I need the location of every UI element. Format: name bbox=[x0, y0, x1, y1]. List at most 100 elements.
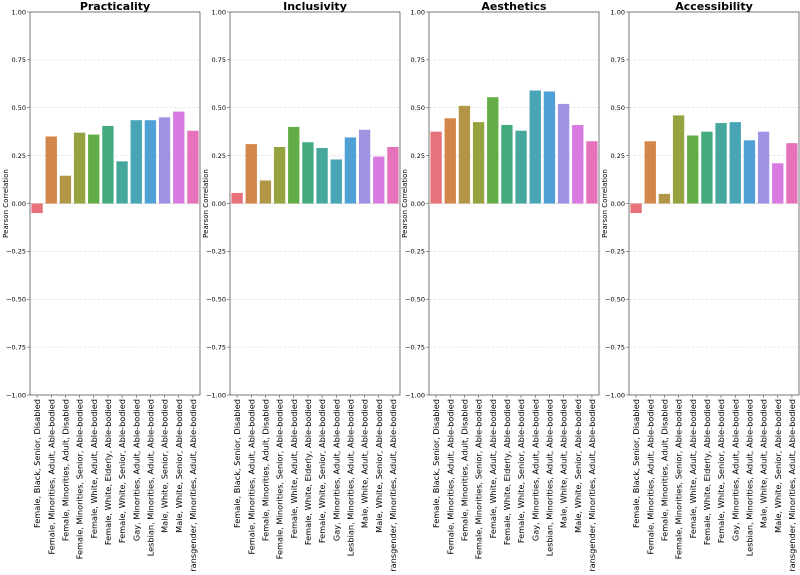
inclusivity-xtick-label: Female, Minorities, Adult, Disabled bbox=[260, 399, 270, 541]
aesthetics-xtick-label: Male, White, Adult, Able-bodied bbox=[559, 399, 569, 528]
practicality-bar-2 bbox=[45, 136, 57, 204]
accessibility-xtick-label: Female, Minorities, Adult, Able-bodied bbox=[645, 399, 655, 555]
accessibility-bar-9 bbox=[743, 140, 756, 204]
inclusivity-bar-4 bbox=[273, 147, 286, 204]
inclusivity-ytick-label: 0.00 bbox=[212, 200, 226, 208]
practicality-xtick-label: Female, Black, Senior, Disabled bbox=[32, 399, 42, 528]
aesthetics-ylabel: Pearson Correlation bbox=[401, 169, 409, 238]
aesthetics-xtick-label: Female, Minorities, Adult, Disabled bbox=[459, 399, 469, 541]
aesthetics-ytick-label: −0.75 bbox=[405, 343, 425, 351]
inclusivity-bar-5 bbox=[288, 126, 300, 204]
practicality-xtick-label: Female, White, Adult, Able-bodied bbox=[89, 399, 99, 538]
inclusivity-xtick-label: Male, White, Adult, Able-bodied bbox=[360, 399, 370, 528]
inclusivity-ytick-label: 1.00 bbox=[212, 8, 226, 16]
inclusivity-bar-2 bbox=[245, 144, 257, 204]
practicality-xtick-label: Lesbian, Minorities, Adult, Able-bodied bbox=[145, 399, 155, 556]
practicality-xtick-label: Female, White, Senior, Able-bodied bbox=[117, 399, 127, 543]
aesthetics-xtick-label: Female, White, Elderly, Able-bodied bbox=[502, 399, 512, 545]
inclusivity-bar-11 bbox=[373, 156, 385, 204]
accessibility-ytick-label: 0.25 bbox=[611, 152, 625, 160]
aesthetics-bar-11 bbox=[572, 124, 584, 204]
accessibility-bar-6 bbox=[701, 131, 713, 204]
accessibility-ytick-label: 0.50 bbox=[611, 104, 625, 112]
practicality-xtick-label: Transgender, Minorities, Adult, Able-bod… bbox=[188, 399, 198, 571]
aesthetics-xtick-label: Female, White, Senior, Able-bodied bbox=[516, 399, 526, 543]
practicality-bar-6 bbox=[102, 125, 114, 204]
aesthetics-ytick-label: 0.00 bbox=[411, 200, 425, 208]
inclusivity-ytick-label: −1.00 bbox=[206, 391, 226, 399]
accessibility-ytick-label: 0.00 bbox=[611, 200, 625, 208]
accessibility-axes-frame bbox=[628, 11, 800, 396]
accessibility-bar-12 bbox=[786, 143, 798, 204]
aesthetics-bar-1 bbox=[430, 131, 442, 204]
practicality-ytick-label: −0.75 bbox=[6, 343, 26, 351]
inclusivity-xtick-label: Female, Black, Senior, Disabled bbox=[232, 399, 242, 528]
inclusivity-xtick-label: Female, White, Senior, Able-bodied bbox=[317, 399, 327, 543]
accessibility-ytick-label: −0.50 bbox=[605, 296, 625, 304]
aesthetics-bar-8 bbox=[529, 90, 541, 204]
inclusivity-ylabel: Pearson Correlation bbox=[202, 169, 210, 238]
inclusivity-ytick-label: 0.75 bbox=[212, 56, 226, 64]
inclusivity-xtick-label: Lesbian, Minorities, Adult, Able-bodied bbox=[345, 399, 355, 556]
aesthetics-bar-7 bbox=[515, 130, 527, 204]
inclusivity-ytick-label: 0.50 bbox=[212, 104, 226, 112]
inclusivity-bar-1 bbox=[231, 192, 243, 204]
accessibility-xtick-label: Transgender, Minorities, Adult, Able-bod… bbox=[787, 399, 797, 571]
inclusivity-bar-10 bbox=[358, 129, 371, 204]
practicality-ytick-label: 1.00 bbox=[12, 8, 26, 16]
accessibility-bar-2 bbox=[644, 141, 656, 204]
accessibility-xtick-label: Female, White, Adult, Able-bodied bbox=[688, 399, 698, 538]
practicality-xtick-label: Female, Minorities, Senior, Able-bodied bbox=[75, 399, 85, 559]
practicality-ytick-label: 0.25 bbox=[12, 152, 26, 160]
aesthetics-ytick-label: 0.50 bbox=[411, 104, 425, 112]
practicality-ytick-label: −0.25 bbox=[6, 248, 26, 256]
accessibility-xtick-label: Female, White, Elderly, Able-bodied bbox=[702, 399, 712, 545]
aesthetics-bar-12 bbox=[586, 141, 598, 204]
accessibility-xtick-label: Lesbian, Minorities, Adult, Able-bodied bbox=[744, 399, 754, 556]
practicality-ytick-label: −0.50 bbox=[6, 296, 26, 304]
accessibility-bar-8 bbox=[729, 122, 741, 204]
practicality-axes-frame bbox=[29, 11, 201, 396]
practicality-bar-8 bbox=[130, 120, 142, 204]
practicality-bar-11 bbox=[173, 111, 185, 204]
accessibility-bar-4 bbox=[672, 115, 685, 204]
accessibility-xtick-label: Male, White, Senior, Able-bodied bbox=[773, 399, 783, 533]
accessibility-xtick-label: Female, Minorities, Senior, Able-bodied bbox=[674, 399, 684, 559]
inclusivity-bar-3 bbox=[259, 180, 272, 204]
accessibility-bar-1 bbox=[630, 203, 642, 214]
practicality-bar-3 bbox=[59, 175, 72, 204]
accessibility-ylabel: Pearson Correlation bbox=[601, 169, 609, 238]
accessibility-xtick-label: Female, White, Senior, Able-bodied bbox=[716, 399, 726, 543]
inclusivity-bar-6 bbox=[302, 142, 314, 204]
aesthetics-xtick-label: Female, Minorities, Adult, Able-bodied bbox=[445, 399, 455, 555]
accessibility-title: Accessibility bbox=[675, 0, 753, 13]
aesthetics-ytick-label: −0.25 bbox=[405, 248, 425, 256]
accessibility-xtick-label: Female, Minorities, Adult, Disabled bbox=[659, 399, 669, 541]
inclusivity-ytick-label: −0.75 bbox=[206, 343, 226, 351]
practicality-bar-7 bbox=[116, 161, 128, 204]
aesthetics-axes-frame bbox=[428, 11, 600, 396]
practicality-bar-12 bbox=[187, 130, 199, 204]
aesthetics-xtick-label: Female, Minorities, Senior, Able-bodied bbox=[474, 399, 484, 559]
inclusivity-axes-frame bbox=[229, 11, 401, 396]
inclusivity-title: Inclusivity bbox=[283, 0, 347, 13]
practicality-ytick-label: 0.00 bbox=[12, 200, 26, 208]
accessibility-ytick-label: 0.75 bbox=[611, 56, 625, 64]
aesthetics-title: Aesthetics bbox=[481, 0, 547, 13]
aesthetics-bar-3 bbox=[458, 105, 471, 204]
accessibility-ytick-label: −0.75 bbox=[605, 343, 625, 351]
accessibility-bar-7 bbox=[715, 123, 727, 204]
aesthetics-bar-2 bbox=[444, 118, 456, 204]
practicality-ytick-label: −1.00 bbox=[6, 391, 26, 399]
practicality-xtick-label: Female, White, Elderly, Able-bodied bbox=[103, 399, 113, 545]
accessibility-bar-3 bbox=[658, 193, 671, 204]
aesthetics-xtick-label: Lesbian, Minorities, Adult, Able-bodied bbox=[544, 399, 554, 556]
inclusivity-xtick-label: Transgender, Minorities, Adult, Able-bod… bbox=[388, 399, 398, 571]
accessibility-bar-5 bbox=[687, 135, 699, 204]
practicality-xtick-label: Gay, Minorities, Adult, Able-bodied bbox=[131, 399, 141, 541]
practicality-xtick-label: Female, Minorities, Adult, Disabled bbox=[60, 399, 70, 541]
practicality-bar-4 bbox=[73, 132, 86, 204]
inclusivity-bar-12 bbox=[387, 147, 399, 204]
inclusivity-ytick-label: 0.25 bbox=[212, 152, 226, 160]
